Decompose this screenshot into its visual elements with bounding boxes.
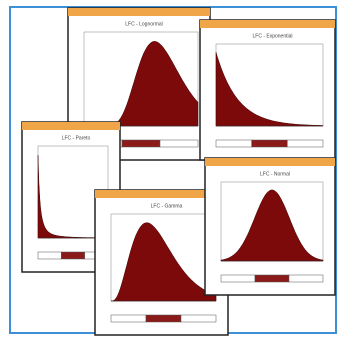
stat-box xyxy=(61,252,84,259)
title-bar xyxy=(205,158,335,166)
stat-box xyxy=(216,140,252,147)
stat-box xyxy=(122,140,160,147)
title-bar xyxy=(22,122,120,130)
stat-box xyxy=(221,275,255,282)
chart-title: LFC - Pareto xyxy=(62,135,91,141)
title-bar xyxy=(200,20,335,28)
stat-box xyxy=(146,315,181,322)
stat-box xyxy=(255,275,289,282)
stat-box xyxy=(252,140,288,147)
stat-box xyxy=(160,140,198,147)
stat-box xyxy=(111,315,146,322)
window: LFC - Exponential xyxy=(200,20,335,160)
chart-title: LFC - Normal xyxy=(260,171,290,177)
title-bar xyxy=(68,8,210,16)
chart-title: LFC - Exponential xyxy=(252,33,292,39)
window: LFC - Normal xyxy=(205,158,335,295)
chart-title: LFC - Lognormal xyxy=(125,21,163,27)
chart-title: LFC - Gamma xyxy=(151,203,183,209)
screenshot: LFC - Lognormal LFC - Exponential LFC - Pa… xyxy=(0,0,345,344)
stat-box xyxy=(287,140,323,147)
stat-box xyxy=(38,252,61,259)
stat-box xyxy=(289,275,323,282)
stat-box xyxy=(181,315,216,322)
